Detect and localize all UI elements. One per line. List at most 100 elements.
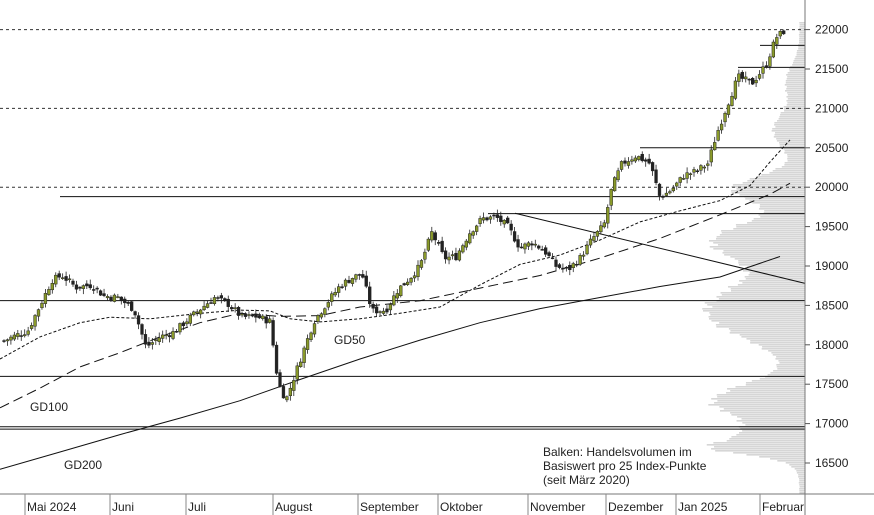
volume-bar <box>736 226 805 228</box>
volume-bar <box>786 74 805 76</box>
volume-bar <box>762 346 805 348</box>
volume-bar <box>738 264 805 266</box>
volume-bar <box>787 154 805 156</box>
candle-body <box>654 169 658 184</box>
volume-bar <box>709 312 805 314</box>
volume-bar <box>791 466 805 468</box>
volume-bar <box>799 36 805 38</box>
volume-bar <box>746 454 805 456</box>
candle-body <box>768 56 772 67</box>
candle-body <box>140 324 144 335</box>
candle-body <box>78 286 82 289</box>
gd200-line <box>0 256 781 470</box>
volume-bar <box>721 232 805 234</box>
volume-bar <box>724 254 805 256</box>
candle-body <box>426 238 431 251</box>
volume-bar <box>796 472 805 474</box>
candle-body <box>592 236 596 241</box>
volume-bar <box>776 356 805 358</box>
candle-body <box>205 303 210 308</box>
volume-bar <box>794 468 805 470</box>
candle-body <box>688 173 693 175</box>
candle-body <box>209 302 213 304</box>
volume-bar <box>799 32 805 34</box>
candle-body <box>368 286 372 305</box>
candle-body <box>599 225 603 233</box>
candle-body <box>488 216 493 220</box>
candle-body <box>40 302 44 309</box>
volume-bar <box>731 414 805 416</box>
volume-bar <box>758 344 805 346</box>
volume-bar <box>784 164 805 166</box>
candle-body <box>702 166 707 169</box>
x-tick-label: November <box>530 500 585 514</box>
volume-bar <box>770 372 805 374</box>
candle-body <box>771 41 776 58</box>
y-tick-label: 18000 <box>815 338 849 352</box>
horizontal-levels <box>0 29 806 430</box>
volume-bar <box>712 306 805 308</box>
volume-bar <box>799 22 805 24</box>
candle-body <box>719 123 724 131</box>
volume-bar <box>702 308 805 310</box>
candle-body <box>664 192 669 196</box>
volume-bar <box>775 168 805 170</box>
volume-bar <box>713 442 805 444</box>
candle-body <box>526 242 531 247</box>
candle-body <box>630 159 634 162</box>
volume-bar <box>789 70 805 72</box>
candle-body <box>61 277 65 279</box>
volume-bar <box>787 158 805 160</box>
volume-bar <box>784 162 805 164</box>
candle-body <box>274 344 279 374</box>
volume-bar <box>759 378 805 380</box>
volume-bar <box>752 202 805 204</box>
volume-bar <box>730 390 805 392</box>
candle-body <box>250 314 255 317</box>
candle-body <box>174 331 179 333</box>
volume-bar <box>751 380 805 382</box>
candle-body <box>537 245 541 249</box>
candle-body <box>33 315 37 327</box>
volume-bar <box>798 28 805 30</box>
candle-body <box>737 73 741 82</box>
candle-body <box>723 112 727 123</box>
volume-bar <box>727 388 805 390</box>
volume-bar <box>763 212 805 214</box>
candle-body <box>323 308 327 315</box>
candle-body <box>130 301 134 311</box>
volume-bar <box>711 398 805 400</box>
volume-bar <box>714 402 805 404</box>
volume-bar <box>717 400 805 402</box>
volume-bar <box>719 406 805 408</box>
candle-body <box>278 372 282 387</box>
candle-body <box>309 332 313 340</box>
volume-bar <box>758 208 805 210</box>
candle-body <box>230 307 234 310</box>
candle-body <box>409 278 413 283</box>
candle-body <box>112 294 117 302</box>
volume-bar <box>773 370 805 372</box>
volume-bar <box>771 352 805 354</box>
volume-bar <box>713 242 805 244</box>
volume-bar <box>785 90 805 92</box>
candle-body <box>64 276 68 281</box>
volume-bar <box>733 228 805 230</box>
volume-bar <box>739 280 805 282</box>
volume-bar <box>798 44 805 46</box>
y-tick-label: 18500 <box>815 298 849 312</box>
volume-bar <box>799 480 805 482</box>
volume-bar <box>713 248 805 250</box>
candle-body <box>154 339 158 341</box>
volume-bar <box>759 206 805 208</box>
candle-body <box>613 177 617 192</box>
candle-body <box>412 275 417 279</box>
volume-bar <box>783 106 805 108</box>
x-tick-label: Juli <box>188 500 206 514</box>
volume-bar <box>760 216 805 218</box>
candle-body <box>199 309 203 315</box>
volume-bar <box>774 124 805 126</box>
candle-body <box>509 223 513 231</box>
y-tick-label: 20000 <box>815 180 849 194</box>
volume-bar <box>784 84 805 86</box>
